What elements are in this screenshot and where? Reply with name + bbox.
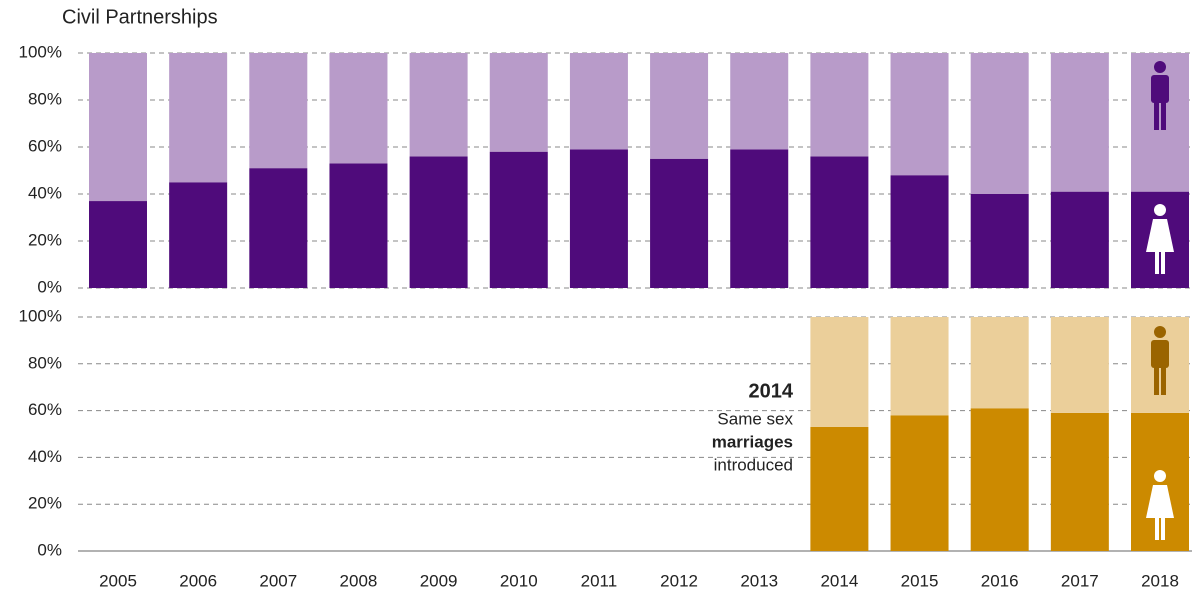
y-tick-label: 40% bbox=[28, 447, 62, 466]
x-tick-label: 2018 bbox=[1141, 571, 1179, 590]
bar-segment bbox=[970, 53, 1029, 194]
x-tick-label: 2017 bbox=[1061, 571, 1099, 590]
bar-segment bbox=[329, 163, 388, 288]
bar-segment bbox=[890, 415, 949, 551]
y-tick-label: 60% bbox=[28, 136, 62, 155]
bar-segment bbox=[409, 53, 468, 157]
chart-title: Civil Partnerships bbox=[62, 6, 218, 28]
bar-segment bbox=[1050, 53, 1109, 192]
bar-segment bbox=[730, 53, 789, 150]
bar-segment bbox=[890, 317, 949, 416]
bar-segment bbox=[1050, 317, 1109, 413]
y-tick-label: 100% bbox=[19, 42, 62, 61]
bar-segment bbox=[810, 317, 869, 427]
y-tick-label: 0% bbox=[37, 277, 62, 296]
bar-segment bbox=[890, 53, 949, 176]
bar-segment bbox=[89, 201, 147, 288]
bar-segment bbox=[249, 168, 308, 288]
bar-segment bbox=[650, 158, 709, 288]
bar-segment bbox=[489, 151, 548, 288]
y-tick-label: 80% bbox=[28, 89, 62, 108]
bar-segment bbox=[1050, 191, 1109, 288]
x-tick-label: 2016 bbox=[981, 571, 1019, 590]
man-icon bbox=[1151, 61, 1169, 130]
x-tick-label: 2015 bbox=[901, 571, 939, 590]
woman-icon bbox=[1146, 470, 1174, 540]
y-tick-label: 40% bbox=[28, 183, 62, 202]
bar-segment bbox=[89, 53, 147, 202]
bar-segment bbox=[650, 53, 709, 159]
bar-segment bbox=[1050, 412, 1109, 551]
bar-segment bbox=[730, 149, 789, 288]
bar-segment bbox=[329, 53, 388, 164]
bar-segment bbox=[409, 156, 468, 288]
y-tick-label: 60% bbox=[28, 400, 62, 419]
bar-segment bbox=[249, 53, 308, 169]
x-tick-label: 2009 bbox=[420, 571, 458, 590]
y-tick-label: 0% bbox=[37, 540, 62, 559]
x-tick-label: 2013 bbox=[740, 571, 778, 590]
woman-icon bbox=[1146, 204, 1174, 274]
bar-segment bbox=[970, 317, 1029, 409]
bar-segment bbox=[169, 53, 228, 183]
x-tick-label: 2010 bbox=[500, 571, 538, 590]
y-tick-label: 20% bbox=[28, 494, 62, 513]
bar-segment bbox=[569, 53, 628, 150]
annotation-heading: 2014 bbox=[749, 380, 794, 402]
annotation-line: Same sex bbox=[717, 409, 793, 428]
man-icon bbox=[1151, 326, 1169, 395]
bar-segment bbox=[169, 182, 228, 288]
x-tick-label: 2007 bbox=[259, 571, 297, 590]
bar-segment bbox=[810, 156, 869, 288]
marks: 0% 20% 40% 60% 80% 100% 0% 20% 40% 60% 80% 100% 2005… bbox=[19, 42, 1192, 590]
annotation-line: introduced bbox=[714, 455, 793, 474]
y-tick-label: 80% bbox=[28, 353, 62, 372]
bar-segment bbox=[569, 149, 628, 288]
x-tick-label: 2008 bbox=[340, 571, 378, 590]
y-tick-label: 20% bbox=[28, 230, 62, 249]
bar-segment bbox=[970, 194, 1029, 288]
x-tick-label: 2012 bbox=[660, 571, 698, 590]
x-tick-label: 2014 bbox=[820, 571, 858, 590]
x-tick-label: 2006 bbox=[179, 571, 217, 590]
bar-segment bbox=[970, 408, 1029, 551]
x-tick-label: 2005 bbox=[99, 571, 137, 590]
bar-segment bbox=[1131, 53, 1189, 192]
x-tick-label: 2011 bbox=[581, 571, 618, 590]
bar-segment bbox=[890, 175, 949, 288]
bar-segment bbox=[489, 53, 548, 152]
annotation-line: marriages bbox=[712, 432, 793, 451]
bar-segment bbox=[810, 53, 869, 157]
y-tick-label: 100% bbox=[19, 306, 62, 325]
bar-segment bbox=[810, 426, 869, 551]
icons bbox=[1146, 61, 1174, 540]
